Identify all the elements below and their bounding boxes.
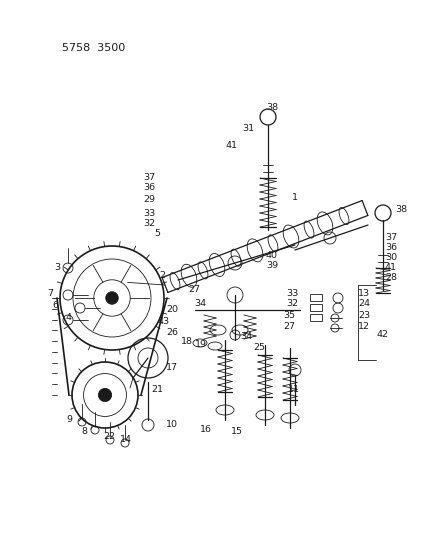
Text: 8: 8 <box>81 427 87 437</box>
Text: 10: 10 <box>166 421 178 430</box>
Text: 16: 16 <box>199 425 211 434</box>
Text: 37: 37 <box>143 173 155 182</box>
Text: 34: 34 <box>239 333 251 342</box>
Text: 36: 36 <box>143 183 155 192</box>
Text: 33: 33 <box>142 208 155 217</box>
Text: 30: 30 <box>384 254 396 262</box>
Text: 12: 12 <box>357 322 369 332</box>
Text: 41: 41 <box>225 141 237 149</box>
Text: 31: 31 <box>242 124 253 133</box>
Text: 14: 14 <box>120 435 132 445</box>
Text: 19: 19 <box>195 341 207 350</box>
Text: 2: 2 <box>158 271 164 279</box>
Text: 28: 28 <box>384 273 396 282</box>
Text: 38: 38 <box>265 102 277 111</box>
Text: 39: 39 <box>265 261 277 270</box>
Text: 4: 4 <box>66 313 72 322</box>
Text: 3: 3 <box>54 263 60 272</box>
Text: 24: 24 <box>357 298 369 308</box>
Text: 38: 38 <box>394 206 406 214</box>
Text: 40: 40 <box>265 251 277 260</box>
Text: 32: 32 <box>143 219 155 228</box>
Text: 17: 17 <box>166 364 178 373</box>
Text: 41: 41 <box>384 263 396 272</box>
Text: 13: 13 <box>357 288 369 297</box>
Circle shape <box>330 324 338 332</box>
Text: 27: 27 <box>187 286 199 295</box>
Text: 7: 7 <box>47 288 53 297</box>
Text: 36: 36 <box>384 244 396 253</box>
Text: 6: 6 <box>52 301 58 310</box>
Text: 18: 18 <box>181 337 193 346</box>
Text: 34: 34 <box>193 298 205 308</box>
Bar <box>309 314 321 321</box>
Text: 27: 27 <box>282 322 294 332</box>
Text: 11: 11 <box>287 385 299 394</box>
Text: 26: 26 <box>166 328 178 337</box>
Circle shape <box>98 389 111 401</box>
Text: 42: 42 <box>376 330 388 340</box>
Text: 37: 37 <box>384 233 396 243</box>
Text: 15: 15 <box>230 427 242 437</box>
Text: 22: 22 <box>103 432 115 441</box>
Circle shape <box>330 314 338 322</box>
Bar <box>309 294 321 301</box>
Text: 25: 25 <box>253 343 265 352</box>
Text: 20: 20 <box>166 305 178 314</box>
Text: 9: 9 <box>66 416 72 424</box>
Text: 21: 21 <box>151 385 163 394</box>
Text: 33: 33 <box>285 288 297 297</box>
Text: 32: 32 <box>285 298 297 308</box>
Text: 5: 5 <box>154 229 160 238</box>
Text: 5758  3500: 5758 3500 <box>62 43 125 53</box>
Text: 23: 23 <box>357 311 369 319</box>
Text: 1: 1 <box>291 192 297 201</box>
Bar <box>309 304 321 311</box>
Circle shape <box>106 292 118 304</box>
Text: 35: 35 <box>282 311 294 319</box>
Text: 29: 29 <box>143 195 155 204</box>
Text: 43: 43 <box>158 318 170 327</box>
